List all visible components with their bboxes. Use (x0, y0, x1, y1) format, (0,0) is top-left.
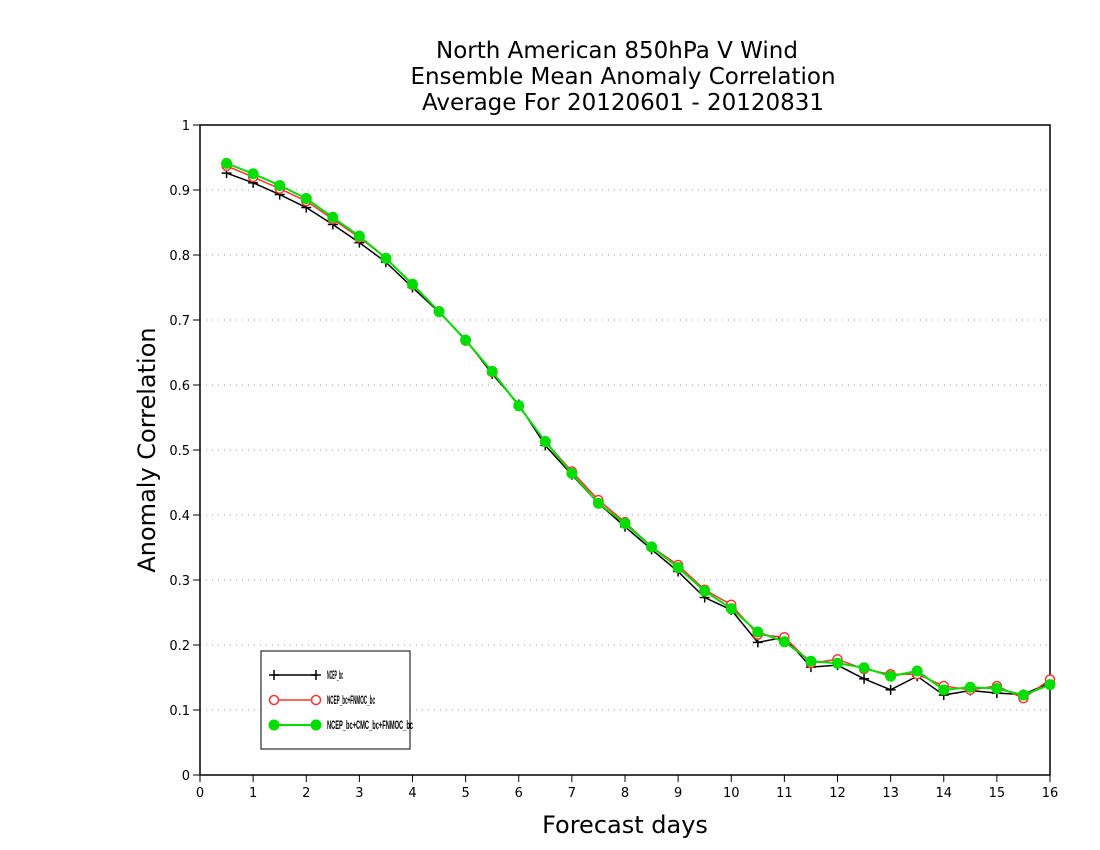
x-axis-label: Forecast days (542, 811, 708, 839)
data-point (672, 562, 684, 574)
chart-title-line-3: Average For 20120601 - 20120831 (422, 90, 824, 116)
x-tick-label: 15 (989, 786, 1006, 801)
legend-marker (310, 694, 322, 706)
data-point (592, 497, 604, 509)
data-point (327, 211, 339, 223)
chart-title-line-1: North American 850hPa V Wind (436, 38, 798, 64)
x-tick-label: 14 (935, 786, 952, 801)
y-tick-label: 0 (182, 769, 190, 784)
y-tick-label: 0.9 (169, 184, 190, 199)
legend-label: NCEP_bc+FNMOC_bc (327, 693, 375, 707)
legend-label: NCEP_bc (327, 668, 343, 682)
data-point (778, 636, 790, 648)
legend-marker (311, 670, 321, 680)
series-2 (221, 157, 1056, 701)
data-point (513, 400, 525, 412)
data-point (752, 626, 764, 638)
data-point (380, 252, 392, 264)
series-line (226, 162, 1051, 697)
y-tick-label: 0.1 (169, 704, 190, 719)
x-tick-label: 2 (302, 786, 310, 801)
legend: NCEP_bc NCEP_bc+FNMOC_bc NCEP_bc+CMC_bc+FN… (260, 650, 413, 750)
data-point (911, 665, 923, 677)
x-tick-label: 9 (674, 786, 682, 801)
data-point (885, 670, 897, 682)
x-tick-label: 3 (355, 786, 363, 801)
x-tick-label: 8 (621, 786, 629, 801)
series-line (226, 172, 1051, 696)
data-point (619, 517, 631, 529)
data-point (539, 436, 551, 448)
data-point (699, 585, 711, 597)
data-point (433, 306, 445, 318)
legend-item: NCEP_bc+CMC_bc+FNMOC_bc (268, 718, 413, 732)
data-point (407, 278, 418, 290)
legend-marker (268, 719, 280, 731)
chart-title-line-2: Ensemble Mean Anomaly Correlation (410, 64, 835, 90)
axis-ticks: 00.10.20.30.40.50.60.70.80.910 1 2 3 4 5 6 7 8 9 1… (169, 119, 1058, 801)
y-tick-label: 0.8 (169, 249, 190, 264)
gridlines (200, 189, 1050, 711)
x-tick-label: 16 (1042, 786, 1059, 801)
data-point (938, 684, 950, 696)
data-point (858, 662, 870, 674)
series-1 (221, 160, 1056, 704)
legend-item: NCEP_bc+FNMOC_bc (268, 693, 375, 707)
data-point (1044, 679, 1056, 691)
x-tick-label: 6 (515, 786, 523, 801)
x-tick-label: 10 (723, 786, 740, 801)
series-line (226, 165, 1051, 700)
x-tick-label: 0 (196, 786, 204, 801)
y-tick-label: 0.6 (169, 379, 190, 394)
data-point (353, 230, 365, 242)
data-point (221, 157, 233, 169)
legend-marker (310, 719, 322, 731)
data-point (1017, 689, 1029, 701)
y-tick-label: 0.3 (169, 574, 190, 589)
series-0 (221, 168, 1055, 701)
data-point (274, 179, 286, 191)
data-point (566, 467, 578, 479)
data-point (805, 655, 817, 667)
y-axis-label: Anomaly Correlation (133, 327, 161, 572)
legend-item: NCEP_bc (269, 668, 343, 682)
x-tick-label: 5 (461, 786, 469, 801)
data-point (486, 365, 498, 377)
x-tick-label: 11 (776, 786, 793, 801)
data-point (300, 192, 312, 204)
y-tick-label: 0.7 (169, 314, 190, 329)
x-tick-label: 4 (408, 786, 416, 801)
data-point (885, 684, 896, 695)
legend-label: NCEP_bc+CMC_bc+FNMOC_bc (327, 718, 413, 732)
legend-marker (269, 670, 279, 680)
data-point (460, 334, 472, 346)
data-point (832, 657, 843, 669)
x-tick-label: 12 (829, 786, 846, 801)
data-point (964, 681, 976, 693)
x-tick-label: 7 (568, 786, 576, 801)
data-point (247, 168, 259, 180)
series-layer (221, 157, 1056, 704)
y-tick-label: 0.5 (169, 444, 190, 459)
y-tick-label: 0.4 (169, 509, 190, 524)
legend-marker (268, 694, 280, 706)
y-tick-label: 1 (182, 119, 190, 134)
data-point (725, 603, 737, 615)
data-point (859, 673, 870, 684)
x-tick-label: 13 (882, 786, 899, 801)
x-tick-label: 1 (249, 786, 257, 801)
data-point (991, 683, 1003, 695)
y-tick-label: 0.2 (169, 639, 190, 654)
data-point (646, 541, 658, 553)
